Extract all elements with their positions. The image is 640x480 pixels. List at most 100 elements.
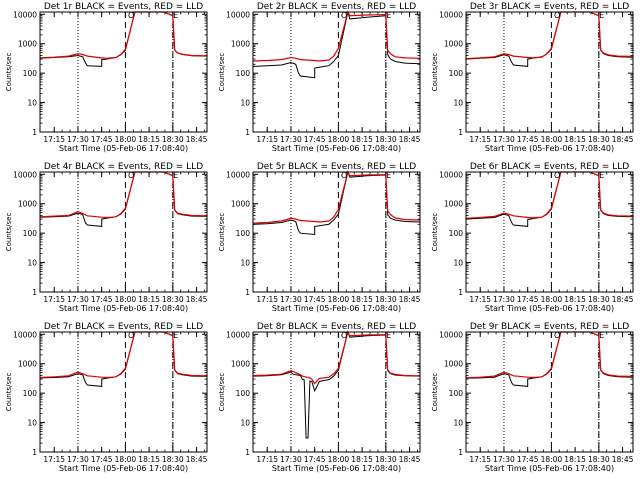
- x-tick-label: 18:00: [115, 295, 137, 304]
- x-tick-label: 18:00: [328, 295, 350, 304]
- y-tick-label: 10000: [439, 330, 463, 339]
- red-series-line: [252, 170, 421, 224]
- y-axis-label: Counts/sec: [431, 213, 439, 252]
- x-tick-label: 18:45: [612, 455, 634, 464]
- detector-panel-7: Det 7r BLACK = Events, RED = LLD Counts/s…: [5, 322, 208, 473]
- x-axis-label: Start Time (05-Feb-06 17:08:40): [485, 464, 614, 473]
- marker-annotation: O: [128, 331, 134, 340]
- y-axis-label: Counts/sec: [5, 53, 13, 92]
- y-tick-label: 100: [23, 389, 38, 398]
- x-tick-label: 17:15: [469, 295, 491, 304]
- y-tick-label: 1000: [444, 200, 463, 209]
- x-tick-label: 17:15: [256, 135, 278, 144]
- x-axis-label: Start Time (05-Feb-06 17:08:40): [59, 304, 188, 313]
- x-tick-label: 18:30: [375, 455, 397, 464]
- marker-annotation: E: [386, 171, 391, 180]
- black-series-line: [252, 170, 421, 236]
- panel-title: Det 8r BLACK = Events, RED = LLD: [257, 322, 416, 332]
- y-tick-label: 1: [32, 288, 37, 297]
- detector-panel-9: Det 9r BLACK = Events, RED = LLD Counts/s…: [431, 322, 634, 473]
- x-tick-label: 18:45: [399, 135, 421, 144]
- y-tick-label: 10: [240, 99, 250, 108]
- plot-frame: [465, 331, 634, 453]
- x-tick-label: 18:30: [375, 295, 397, 304]
- x-tick-label: 17:45: [304, 295, 326, 304]
- panel-title: Det 9r BLACK = Events, RED = LLD: [470, 322, 629, 332]
- black-series-line: [465, 171, 634, 227]
- y-tick-label: 1: [458, 448, 463, 457]
- detector-panel-1: Det 1r BLACK = Events, RED = LLD Counts/s…: [5, 2, 208, 153]
- panel-title: Det 2r BLACK = Events, RED = LLD: [257, 2, 416, 12]
- x-tick-label: 17:15: [469, 135, 491, 144]
- x-tick-label: 18:30: [588, 455, 610, 464]
- x-tick-label: 18:00: [115, 455, 137, 464]
- detector-panel-8: Det 8r BLACK = Events, RED = LLD Counts/s…: [218, 322, 421, 473]
- red-series-line: [39, 171, 208, 219]
- black-series-line: [465, 331, 634, 387]
- black-series-line: [252, 330, 421, 439]
- x-tick-label: 18:30: [162, 135, 184, 144]
- marker-annotation: E: [173, 171, 178, 180]
- marker-annotation: O: [554, 11, 560, 20]
- x-tick-label: 18:00: [541, 135, 563, 144]
- black-series-line: [39, 171, 208, 227]
- y-tick-label: 10: [240, 419, 250, 428]
- panel-title: Det 3r BLACK = Events, RED = LLD: [470, 2, 629, 12]
- y-tick-label: 10: [27, 259, 37, 268]
- x-axis-label: Start Time (05-Feb-06 17:08:40): [59, 464, 188, 473]
- x-tick-label: 18:15: [138, 135, 160, 144]
- red-series-line: [252, 10, 421, 62]
- x-axis-label: Start Time (05-Feb-06 17:08:40): [485, 144, 614, 153]
- y-tick-label: 100: [449, 229, 464, 238]
- detector-panel-3: Det 3r BLACK = Events, RED = LLD Counts/s…: [431, 2, 634, 153]
- y-tick-label: 100: [236, 69, 251, 78]
- red-series-line: [252, 330, 421, 385]
- y-tick-label: 1000: [18, 360, 37, 369]
- x-axis-label: Start Time (05-Feb-06 17:08:40): [272, 304, 401, 313]
- marker-annotation: O: [128, 171, 134, 180]
- black-series-line: [252, 11, 421, 79]
- x-tick-label: 17:45: [517, 455, 539, 464]
- plot-frame: [39, 171, 208, 293]
- x-tick-label: 18:15: [564, 455, 586, 464]
- y-tick-label: 1000: [18, 200, 37, 209]
- y-tick-label: 10: [453, 259, 463, 268]
- y-tick-label: 10: [27, 99, 37, 108]
- marker-annotation: E: [386, 11, 391, 20]
- y-tick-label: 100: [23, 69, 38, 78]
- x-tick-label: 18:15: [351, 455, 373, 464]
- x-tick-label: 17:15: [256, 455, 278, 464]
- x-tick-label: 18:30: [162, 455, 184, 464]
- marker-annotation: E: [173, 11, 178, 20]
- y-tick-label: 10: [240, 259, 250, 268]
- y-axis-label: Counts/sec: [218, 53, 226, 92]
- panel-title: Det 1r BLACK = Events, RED = LLD: [44, 2, 203, 12]
- plot-frame: [252, 11, 421, 133]
- x-tick-label: 17:45: [517, 135, 539, 144]
- detector-panel-4: Det 4r BLACK = Events, RED = LLD Counts/s…: [5, 162, 208, 313]
- y-tick-label: 1: [458, 288, 463, 297]
- x-tick-label: 18:00: [328, 455, 350, 464]
- y-tick-label: 10000: [13, 330, 37, 339]
- panel-title: Det 7r BLACK = Events, RED = LLD: [44, 322, 203, 332]
- black-series-line: [39, 331, 208, 387]
- x-axis-label: Start Time (05-Feb-06 17:08:40): [272, 144, 401, 153]
- x-tick-label: 17:45: [304, 455, 326, 464]
- x-tick-label: 17:30: [67, 455, 89, 464]
- plot-frame: [39, 11, 208, 133]
- x-tick-label: 18:00: [541, 455, 563, 464]
- x-tick-label: 18:00: [541, 295, 563, 304]
- y-axis-label: Counts/sec: [431, 373, 439, 412]
- y-tick-label: 100: [449, 389, 464, 398]
- x-tick-label: 18:15: [138, 455, 160, 464]
- y-axis-label: Counts/sec: [431, 53, 439, 92]
- x-tick-label: 18:00: [115, 135, 137, 144]
- marker-annotation: O: [554, 331, 560, 340]
- x-tick-label: 17:15: [469, 455, 491, 464]
- x-tick-label: 17:30: [67, 135, 89, 144]
- x-tick-label: 17:30: [493, 295, 515, 304]
- x-tick-label: 18:15: [564, 135, 586, 144]
- x-tick-label: 18:45: [399, 295, 421, 304]
- y-tick-label: 100: [23, 229, 38, 238]
